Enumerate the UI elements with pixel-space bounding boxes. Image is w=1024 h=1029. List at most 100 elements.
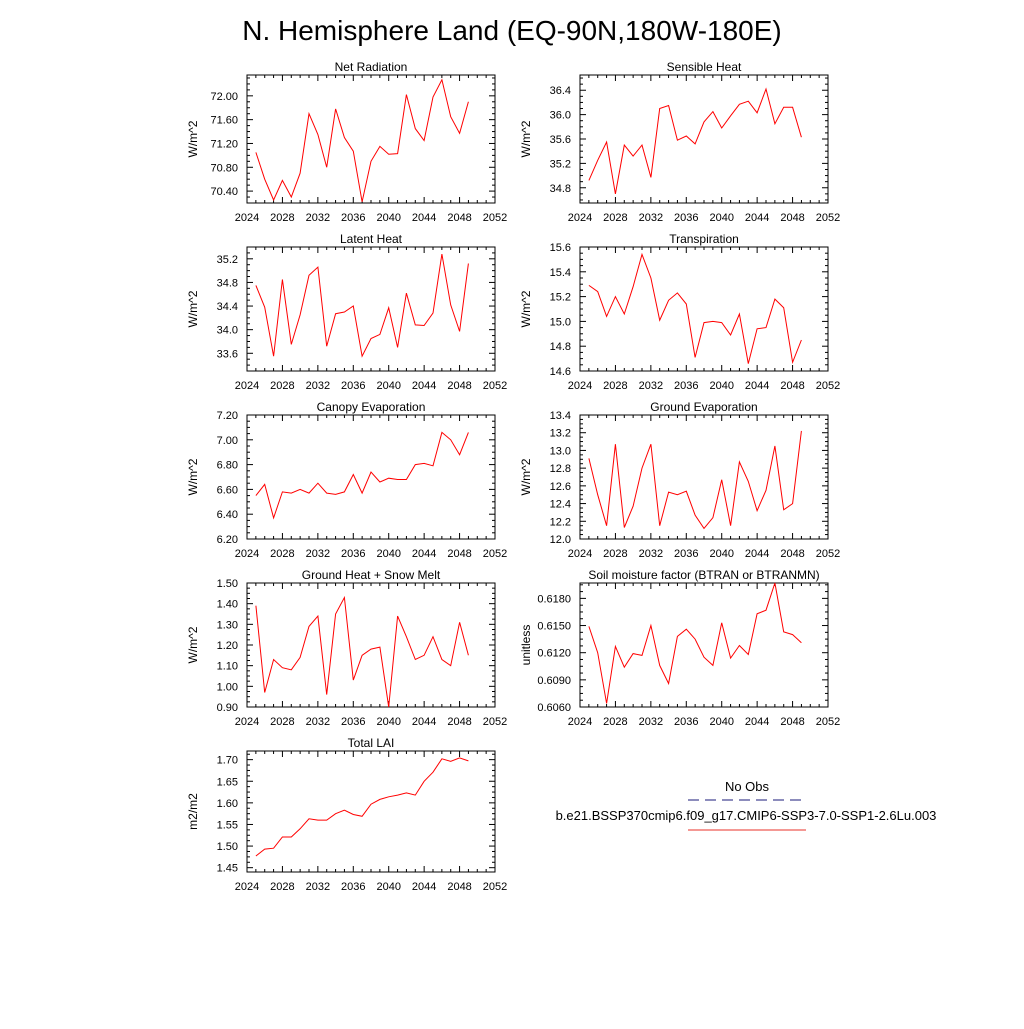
ground-heat-snow-melt-xtick-label: 2036: [341, 716, 365, 728]
transpiration-xtick-label: 2032: [639, 380, 663, 392]
net-radiation-xtick-label: 2044: [412, 212, 436, 224]
latent-heat-xtick-label: 2052: [483, 380, 507, 392]
soil-moisture-factor-btran-or-btranmn-ytick-label: 0.6120: [537, 648, 571, 660]
ground-evaporation-xtick-label: 2044: [745, 548, 769, 560]
canopy-evaporation-ytick-label: 7.00: [217, 435, 238, 447]
canopy-evaporation-xtick-label: 2032: [306, 548, 330, 560]
ground-heat-snow-melt-xtick-label: 2032: [306, 716, 330, 728]
total-lai-xtick-label: 2028: [270, 881, 294, 893]
sensible-heat-xtick-label: 2040: [709, 212, 733, 224]
figure-title: N. Hemisphere Land (EQ-90N,180W-180E): [242, 15, 782, 46]
sensible-heat-ytick-label: 36.0: [550, 110, 571, 122]
ground-heat-snow-melt-frame: [246, 582, 496, 708]
total-lai-xtick-label: 2044: [412, 881, 436, 893]
transpiration-panel: Transpiration 2024 2028 2032 2036 2040 2044 204…: [519, 232, 840, 392]
latent-heat-ylabel: W/m^2: [186, 290, 200, 327]
sensible-heat-ytick-label: 34.8: [550, 183, 571, 195]
ground-heat-snow-melt-ytick-label: 1.10: [217, 661, 238, 673]
soil-moisture-factor-btran-or-btranmn-title: Soil moisture factor (BTRAN or BTRANMN): [588, 568, 819, 582]
sensible-heat-xtick-label: 2052: [816, 212, 840, 224]
net-radiation-ytick-label: 71.20: [210, 138, 238, 150]
net-radiation-title: Net Radiation: [335, 60, 408, 74]
canopy-evaporation-ytick-label: 6.40: [217, 509, 238, 521]
soil-moisture-factor-btran-or-btranmn-ylabel: unitless: [519, 625, 533, 666]
ground-evaporation-panel: Ground Evaporation 2024 2028 2032 2036 2040 20…: [519, 400, 840, 560]
sensible-heat-xtick-label: 2028: [603, 212, 627, 224]
ground-evaporation-series-line: [588, 430, 802, 530]
net-radiation-xtick-label: 2028: [270, 212, 294, 224]
ground-evaporation-ytick-label: 12.0: [550, 534, 571, 546]
net-radiation-series-line: [255, 78, 469, 202]
ground-heat-snow-melt-ylabel: W/m^2: [186, 626, 200, 663]
soil-moisture-factor-btran-or-btranmn-xtick-label: 2048: [780, 716, 804, 728]
soil-moisture-factor-btran-or-btranmn-xtick-label: 2028: [603, 716, 627, 728]
ground-heat-snow-melt-xtick-label: 2040: [376, 716, 400, 728]
canopy-evaporation-ytick-label: 6.60: [217, 484, 238, 496]
sensible-heat-ytick-label: 36.4: [550, 85, 571, 97]
transpiration-xtick-label: 2044: [745, 380, 769, 392]
net-radiation-xtick-label: 2052: [483, 212, 507, 224]
latent-heat-xtick-label: 2048: [447, 380, 471, 392]
ground-heat-snow-melt-panel: Ground Heat + Snow Melt 2024 2028 2032 2036 2…: [186, 568, 507, 728]
ground-evaporation-title: Ground Evaporation: [650, 400, 757, 414]
canopy-evaporation-ytick-label: 6.80: [217, 460, 238, 472]
ground-evaporation-xtick-label: 2028: [603, 548, 627, 560]
total-lai-xtick-label: 2024: [235, 881, 259, 893]
sensible-heat-ytick-label: 35.6: [550, 134, 571, 146]
soil-moisture-factor-btran-or-btranmn-frame: [579, 582, 829, 708]
ground-evaporation-xtick-label: 2024: [568, 548, 592, 560]
net-radiation-xtick-label: 2024: [235, 212, 259, 224]
ground-heat-snow-melt-title: Ground Heat + Snow Melt: [302, 568, 441, 582]
transpiration-xtick-label: 2040: [709, 380, 733, 392]
total-lai-xtick-label: 2048: [447, 881, 471, 893]
legend-obs-label: No Obs: [725, 779, 770, 794]
canopy-evaporation-ytick-label: 7.20: [217, 410, 238, 422]
canopy-evaporation-xtick-label: 2052: [483, 548, 507, 560]
net-radiation-ytick-label: 72.00: [210, 91, 238, 103]
transpiration-xtick-label: 2048: [780, 380, 804, 392]
soil-moisture-factor-btran-or-btranmn-ytick-label: 0.6180: [537, 593, 571, 605]
ground-heat-snow-melt-xtick-label: 2048: [447, 716, 471, 728]
ground-evaporation-ytick-label: 12.8: [550, 463, 571, 475]
canopy-evaporation-xtick-label: 2048: [447, 548, 471, 560]
ground-heat-snow-melt-ytick-label: 0.90: [217, 702, 238, 714]
latent-heat-xtick-label: 2032: [306, 380, 330, 392]
soil-moisture-factor-btran-or-btranmn-xtick-label: 2036: [674, 716, 698, 728]
canopy-evaporation-xtick-label: 2028: [270, 548, 294, 560]
sensible-heat-xtick-label: 2048: [780, 212, 804, 224]
latent-heat-series-line: [255, 254, 469, 358]
total-lai-xtick-label: 2040: [376, 881, 400, 893]
total-lai-series-line: [255, 757, 469, 857]
ground-heat-snow-melt-series-line: [255, 595, 469, 708]
soil-moisture-factor-btran-or-btranmn-ytick-label: 0.6150: [537, 621, 571, 633]
ground-evaporation-xtick-label: 2052: [816, 548, 840, 560]
sensible-heat-panel: Sensible Heat 2024 2028 2032 2036 2040 2044 204…: [519, 60, 840, 224]
total-lai-panel: Total LAI 2024 2028 2032 2036 2040 2044 2048 205…: [186, 736, 507, 893]
transpiration-xtick-label: 2028: [603, 380, 627, 392]
transpiration-title: Transpiration: [669, 232, 739, 246]
total-lai-xtick-label: 2052: [483, 881, 507, 893]
ground-evaporation-ylabel: W/m^2: [519, 458, 533, 495]
canopy-evaporation-panel: Canopy Evaporation 2024 2028 2032 2036 2040 20…: [186, 400, 507, 560]
soil-moisture-factor-btran-or-btranmn-series-line: [588, 582, 802, 704]
total-lai-ylabel: m2/m2: [186, 793, 200, 830]
net-radiation-xtick-label: 2040: [376, 212, 400, 224]
ground-evaporation-ytick-label: 12.2: [550, 516, 571, 528]
sensible-heat-ytick-label: 35.2: [550, 158, 571, 170]
transpiration-ytick-label: 15.4: [550, 267, 571, 279]
ground-evaporation-frame: [579, 414, 829, 540]
legend: No Obs b.e21.BSSP370cmip6.f09_g17.CMIP6-…: [556, 779, 936, 831]
transpiration-ytick-label: 15.0: [550, 316, 571, 328]
transpiration-ytick-label: 15.2: [550, 292, 571, 304]
soil-moisture-factor-btran-or-btranmn-ytick-label: 0.6090: [537, 675, 571, 687]
sensible-heat-xtick-label: 2024: [568, 212, 592, 224]
latent-heat-ytick-label: 35.2: [217, 254, 238, 266]
total-lai-ytick-label: 1.70: [217, 755, 238, 767]
total-lai-xtick-label: 2036: [341, 881, 365, 893]
ground-evaporation-xtick-label: 2032: [639, 548, 663, 560]
canopy-evaporation-xtick-label: 2044: [412, 548, 436, 560]
total-lai-ytick-label: 1.55: [217, 819, 238, 831]
sensible-heat-xtick-label: 2036: [674, 212, 698, 224]
latent-heat-title: Latent Heat: [340, 232, 403, 246]
